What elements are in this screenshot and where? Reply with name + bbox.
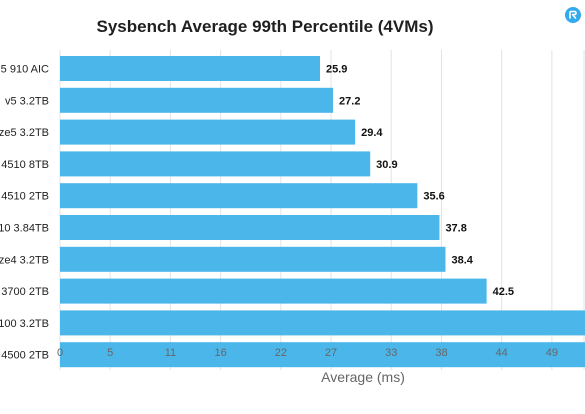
category-label: 100 3.2TB [0,318,49,330]
x-tick-label: 11 [165,347,176,359]
bar [60,342,585,368]
category-label: 4510 8TB [1,159,49,171]
x-tick-label: 5 [107,347,113,359]
category-label: v5 3.2TB [5,95,49,107]
category-label: 10 3.84TB [0,223,49,235]
value-label: 42.5 [493,286,514,298]
x-tick-label: 27 [325,347,337,359]
x-tick-label: 22 [275,347,287,359]
bar [60,56,320,81]
value-label: 30.9 [376,159,397,171]
category-label: 4510 2TB [1,191,49,203]
x-tick-label: 44 [496,347,508,359]
category-label: ze4 3.2TB [0,254,49,266]
category-label: ze5 3.2TB [0,127,49,139]
category-label: 4500 2TB [1,350,49,362]
value-label: 38.4 [451,254,473,266]
x-tick-label: 0 [57,347,63,359]
bars [60,56,585,368]
bar [60,87,334,113]
bar [60,119,356,145]
x-axis-title: Average (ms) [321,369,405,385]
x-tick-label: 33 [385,347,397,359]
category-label: 3700 2TB [1,286,49,298]
x-tick-label: 49 [546,347,558,359]
bar [60,246,446,272]
bar [60,151,371,177]
value-label: 37.8 [445,223,466,235]
x-tick-label: 16 [214,347,226,359]
x-tick-label: 38 [435,347,447,359]
bar [60,310,585,336]
bar [60,215,440,240]
category-label: 5 910 AIC [1,64,49,76]
chart-title: Sysbench Average 99th Percentile (4VMs) [96,17,434,36]
bar [60,183,418,209]
labels: 0 5 11 16 22 27 33 38 44 49 5 910 AIC 25.9 v5 3.2TB 2… [0,64,558,362]
value-label: 35.6 [423,191,444,203]
value-label: 27.2 [339,95,360,107]
value-label: 29.4 [361,127,383,139]
value-label: 25.9 [326,64,347,76]
bar [60,278,487,304]
brand-logo-icon[interactable] [564,6,582,24]
